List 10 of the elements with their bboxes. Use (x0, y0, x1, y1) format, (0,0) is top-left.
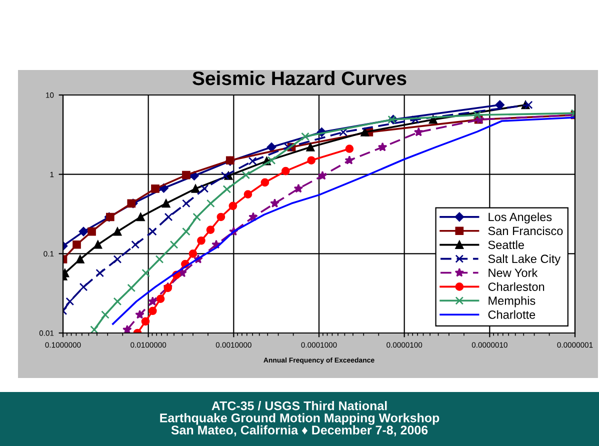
chart-title: Seismic Hazard Curves (192, 70, 406, 86)
legend-label: Memphis (488, 296, 536, 308)
legend-label: Seattle (488, 240, 524, 250)
text: ATC-35 / USGS Third National Earthquake Ground Motion Mapping Workshop San Mateo, California ♦ December 7-8, 2006 (160, 401, 440, 436)
legend-label: New York (488, 268, 538, 277)
legend-label: Salt Lake City (488, 254, 561, 266)
legend-label: Charleston (488, 282, 544, 291)
legend-label: San Francisco (488, 226, 563, 236)
legend-label: Charlotte (488, 310, 536, 319)
legend-label: Los Angeles (488, 212, 552, 224)
